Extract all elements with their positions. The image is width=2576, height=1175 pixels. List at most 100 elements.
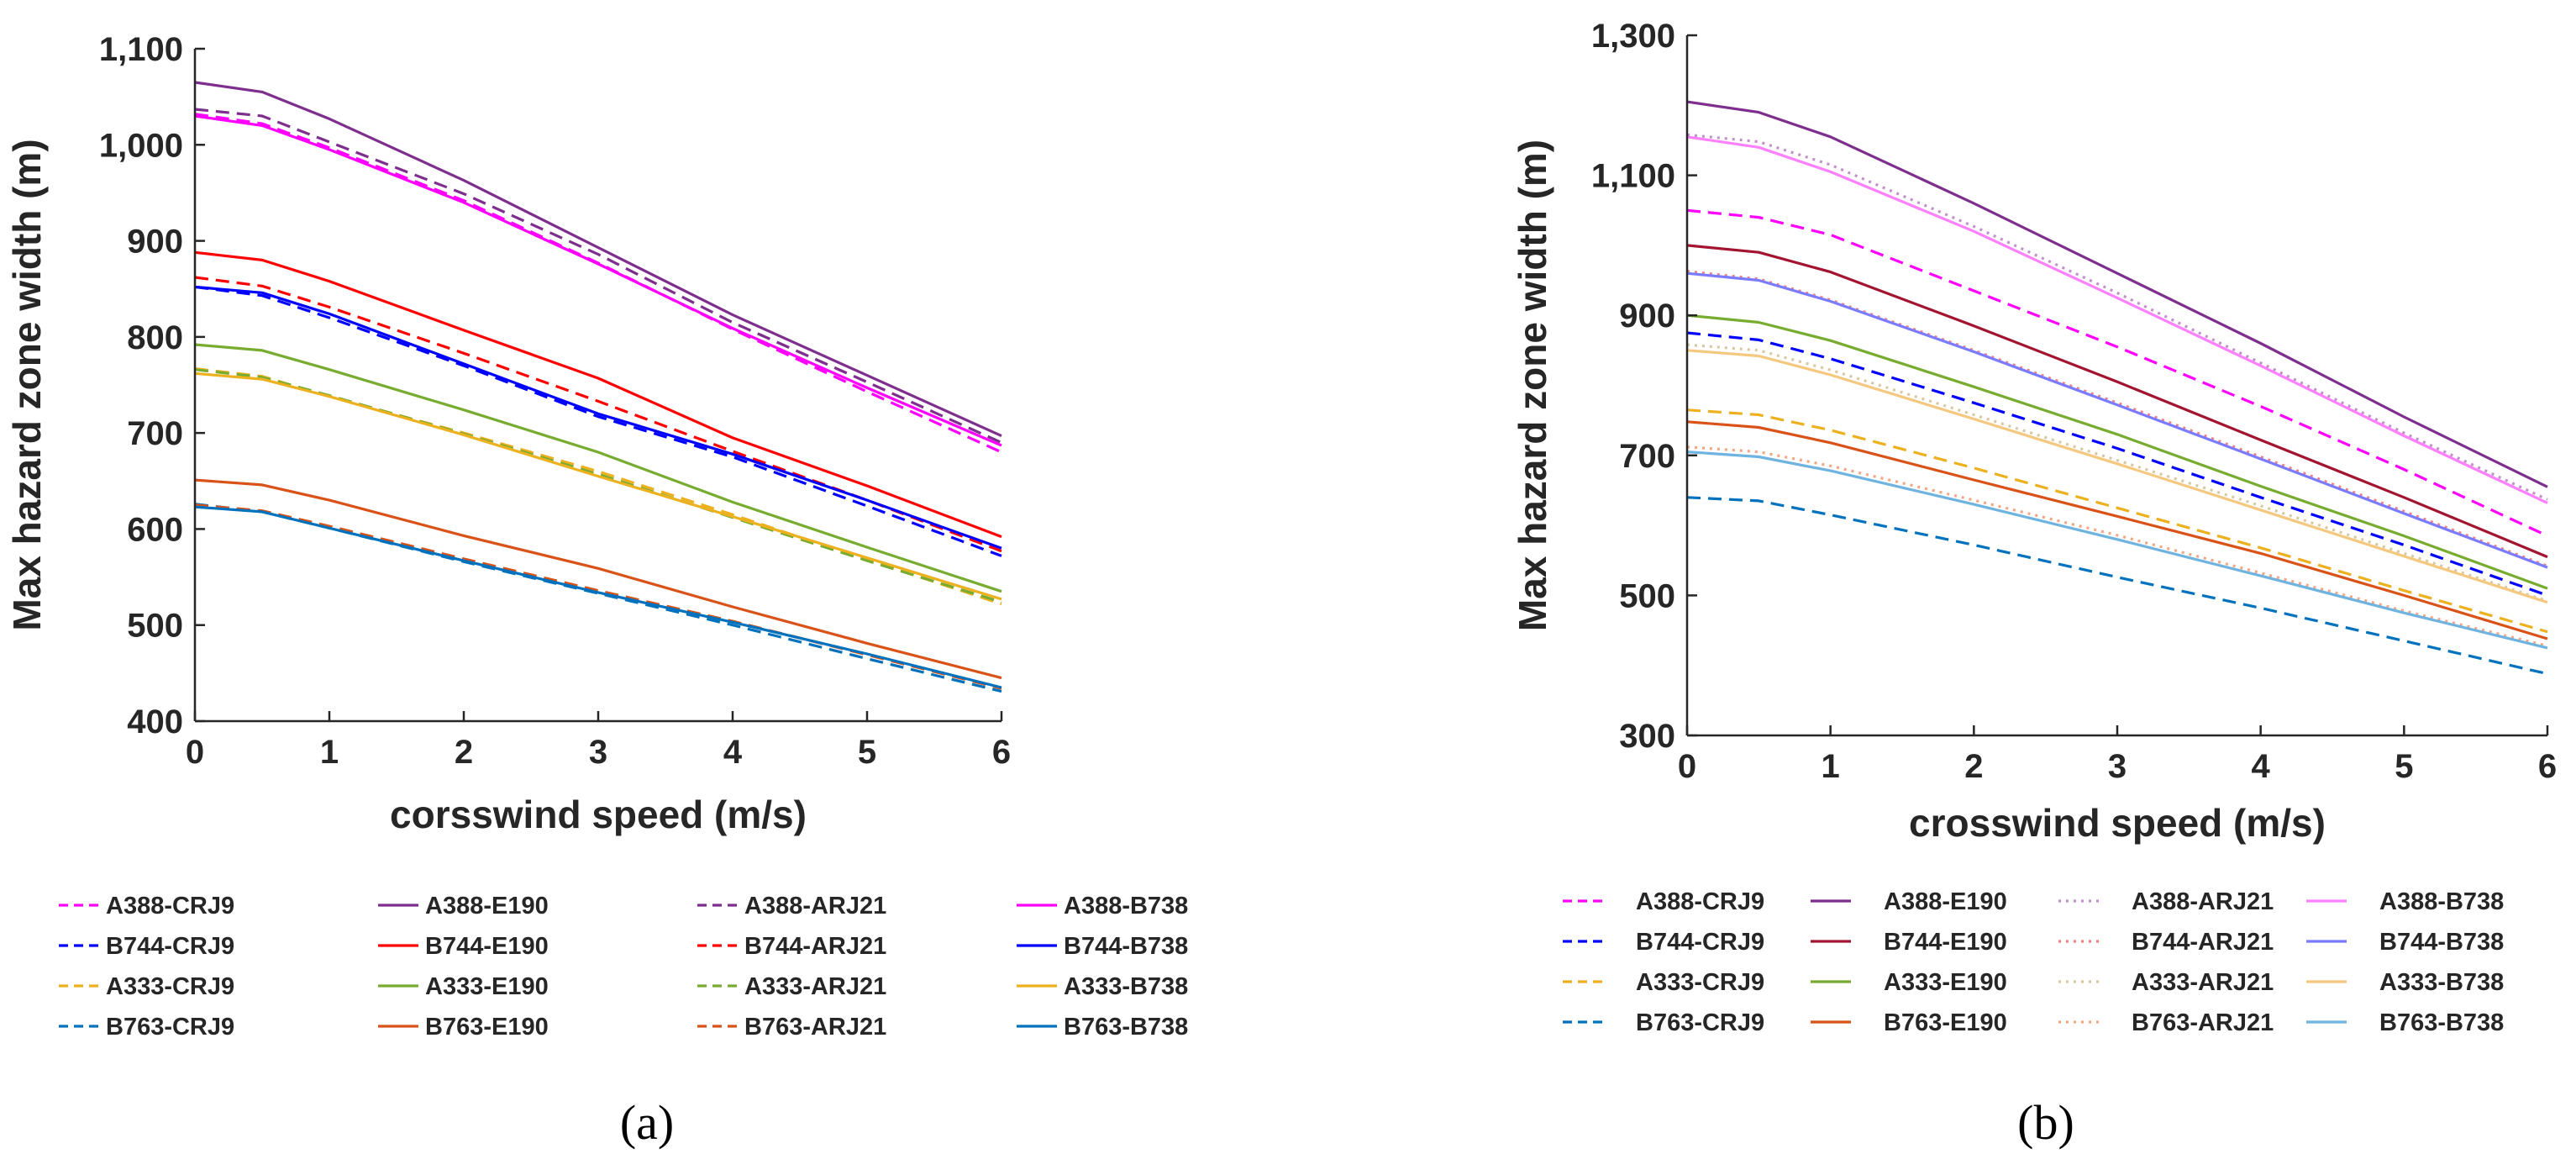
- legend-label: A388-ARJ21: [2132, 888, 2274, 915]
- legend-label: A333-B738: [1064, 973, 1188, 1000]
- legend-label: A333-ARJ21: [744, 973, 886, 1000]
- y-tick-label: 1,000: [99, 127, 183, 164]
- series-line-B763-B738: [1686, 451, 2548, 650]
- chart-a: 0 1 2 3 4 5 6 400 500 600 700 800 900 1,000 1,100 corss…: [5, 31, 1188, 1150]
- series-line-A388-CRJ9: [1686, 208, 2548, 538]
- legend-label: B744-ARJ21: [744, 933, 886, 960]
- legend-label: B763-B738: [1064, 1014, 1188, 1041]
- series-line-A388-B738: [1686, 135, 2548, 504]
- series-line-A388-ARJ21: [1686, 133, 2548, 501]
- series-line-B763-B738: [194, 505, 1002, 689]
- y-tick-label: 1,100: [99, 31, 183, 68]
- x-tick-label: 3: [2108, 748, 2127, 785]
- x-tick-label: 1: [320, 734, 339, 771]
- series-line-A333-B738: [194, 371, 1002, 601]
- legend: A388-CRJ9 A388-E190 A388-ARJ21 A388-B738 B74…: [59, 893, 1188, 1041]
- x-axis-label: crosswind speed (m/s): [1909, 801, 2326, 845]
- series-line-B744-E190: [1686, 244, 2548, 559]
- legend-label: B744-E190: [425, 933, 549, 960]
- x-tick-label: 6: [2538, 748, 2557, 785]
- legend: A388-CRJ9 A388-E190 A388-ARJ21 A388-B738 B74…: [1563, 888, 2504, 1036]
- series-line-A333-B738: [1686, 349, 2548, 604]
- legend-label: A388-E190: [425, 893, 549, 919]
- y-tick-label: 700: [127, 415, 183, 452]
- legend-label: B763-CRJ9: [1636, 1009, 1764, 1036]
- legend-label: A333-CRJ9: [106, 973, 234, 1000]
- chart-b: 0 1 2 3 4 5 6 300 500 700 900 1,100 1,300 crosswind s…: [1511, 18, 2557, 1150]
- legend-label: B744-E190: [1884, 929, 2007, 956]
- x-tick-label: 3: [589, 734, 607, 771]
- legend-label: A333-E190: [1884, 969, 2007, 996]
- legend-label: A388-E190: [1884, 888, 2007, 915]
- series-line-B744-CRJ9: [1686, 331, 2548, 597]
- legend-label: B744-B738: [1064, 933, 1188, 960]
- y-tick-label: 500: [127, 608, 183, 645]
- series-line-A333-E190: [1686, 314, 2548, 590]
- x-tick-label: 0: [1678, 748, 1696, 785]
- series-line-A388-B738: [194, 114, 1002, 447]
- y-tick-label: 300: [1619, 718, 1675, 755]
- y-tick-label: 400: [127, 703, 183, 740]
- series-line-B763-CRJ9: [1686, 496, 2548, 676]
- legend-label: B763-ARJ21: [2132, 1009, 2274, 1036]
- series-line-A333-CRJ9: [1686, 408, 2548, 634]
- y-tick-label: 900: [1619, 298, 1675, 335]
- x-tick-label: 4: [723, 734, 743, 771]
- y-axis-label: Max hazard zone width (m): [5, 139, 49, 630]
- series-line-B763-ARJ21: [194, 503, 1002, 690]
- panel-caption: (b): [2017, 1095, 2074, 1150]
- y-tick-label: 700: [1619, 438, 1675, 475]
- series-line-A333-ARJ21: [1686, 343, 2548, 603]
- legend-label: B763-CRJ9: [106, 1014, 234, 1041]
- series-line-B744-ARJ21: [1686, 270, 2548, 567]
- series-line-B763-E190: [194, 478, 1002, 680]
- series-line-B744-CRJ9: [194, 285, 1002, 557]
- legend-label: B763-E190: [1884, 1009, 2007, 1036]
- legend-label: B763-ARJ21: [744, 1014, 886, 1041]
- series-line-B744-B738: [1686, 271, 2548, 569]
- x-tick-label: 5: [858, 734, 876, 771]
- series-line-B763-CRJ9: [194, 503, 1002, 693]
- y-axis-label: Max hazard zone width (m): [1511, 140, 1554, 631]
- x-tick-label: 1: [1822, 748, 1840, 785]
- series-line-B744-B738: [194, 285, 1002, 550]
- legend-label: A388-CRJ9: [1636, 888, 1764, 915]
- x-tick-label: 0: [186, 734, 204, 771]
- legend-label: A333-ARJ21: [2132, 969, 2274, 996]
- series-line-B744-E190: [194, 250, 1002, 539]
- legend-label: B744-CRJ9: [106, 933, 234, 960]
- legend-label: A388-B738: [2379, 888, 2504, 915]
- x-axis-label: corsswind speed (m/s): [390, 793, 807, 836]
- x-tick-label: 2: [1964, 748, 1983, 785]
- y-tick-label: 500: [1619, 577, 1675, 614]
- legend-label: B744-ARJ21: [2132, 929, 2274, 956]
- x-tick-label: 4: [2252, 748, 2271, 785]
- y-tick-label: 800: [127, 319, 183, 356]
- series-line-A388-E190: [194, 81, 1002, 438]
- legend-label: A388-ARJ21: [744, 893, 886, 919]
- series-line-A388-ARJ21: [194, 108, 1002, 445]
- y-tick-label: 1,100: [1591, 158, 1675, 195]
- legend-label: A333-CRJ9: [1636, 969, 1764, 996]
- legend-label: A388-CRJ9: [106, 893, 234, 919]
- legend-label: A333-E190: [425, 973, 549, 1000]
- series-lines: [194, 81, 1002, 693]
- series-line-A333-ARJ21: [194, 368, 1002, 603]
- x-tick-label: 2: [455, 734, 473, 771]
- series-line-B763-ARJ21: [1686, 445, 2548, 647]
- legend-label: B744-CRJ9: [1636, 929, 1764, 956]
- series-lines: [1686, 100, 2548, 676]
- legend-label: B744-B738: [2379, 929, 2504, 956]
- legend-label: A388-B738: [1064, 893, 1188, 919]
- legend-label: A333-B738: [2379, 969, 2504, 996]
- series-line-B763-E190: [1686, 420, 2548, 640]
- y-tick-label: 600: [127, 511, 183, 548]
- series-line-A333-E190: [194, 343, 1002, 593]
- legend-label: B763-E190: [425, 1014, 549, 1041]
- y-tick-label: 900: [127, 224, 183, 261]
- legend-label: B763-B738: [2379, 1009, 2504, 1036]
- series-line-A388-E190: [1686, 100, 2548, 488]
- y-tick-label: 1,300: [1591, 18, 1675, 55]
- x-tick-label: 6: [992, 734, 1011, 771]
